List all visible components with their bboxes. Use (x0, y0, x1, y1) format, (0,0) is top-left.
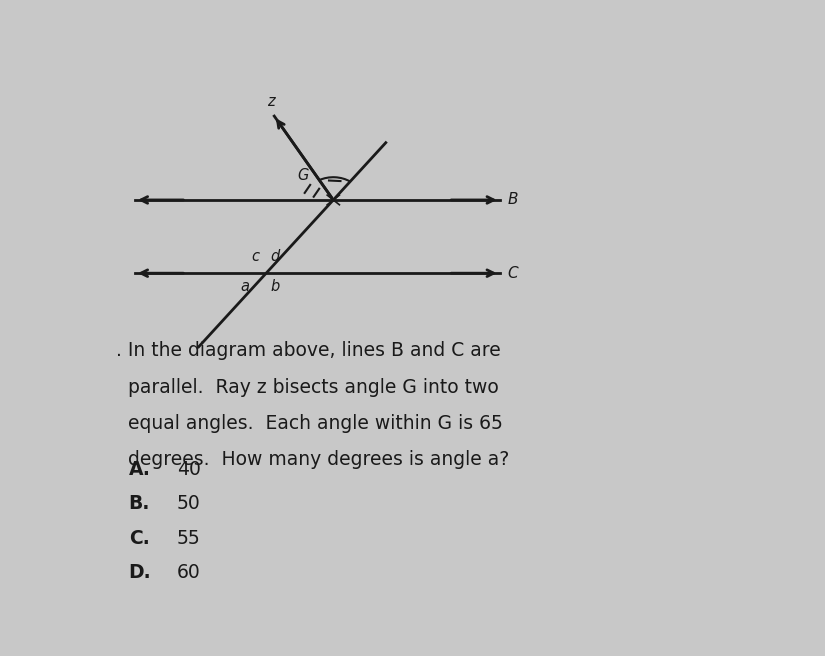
Text: 55: 55 (177, 529, 200, 548)
Text: D.: D. (129, 563, 151, 582)
Text: equal angles.  Each angle within G is 65: equal angles. Each angle within G is 65 (116, 414, 502, 433)
Text: d: d (271, 249, 280, 264)
Text: b: b (271, 279, 280, 294)
Text: parallel.  Ray z bisects angle G into two: parallel. Ray z bisects angle G into two (116, 378, 498, 397)
Text: . In the diagram above, lines B and C are: . In the diagram above, lines B and C ar… (116, 341, 501, 360)
Text: z: z (267, 94, 275, 108)
Text: C: C (507, 266, 518, 281)
Text: 60: 60 (177, 563, 200, 582)
Text: C.: C. (129, 529, 149, 548)
Text: a: a (240, 279, 249, 294)
Text: B.: B. (129, 495, 150, 514)
Text: degrees.  How many degrees is angle a?: degrees. How many degrees is angle a? (116, 451, 509, 470)
Text: B: B (507, 192, 518, 207)
Text: G: G (297, 168, 309, 182)
Text: A.: A. (129, 460, 151, 479)
Text: c: c (251, 249, 259, 264)
Text: 40: 40 (177, 460, 200, 479)
Text: 50: 50 (177, 495, 200, 514)
